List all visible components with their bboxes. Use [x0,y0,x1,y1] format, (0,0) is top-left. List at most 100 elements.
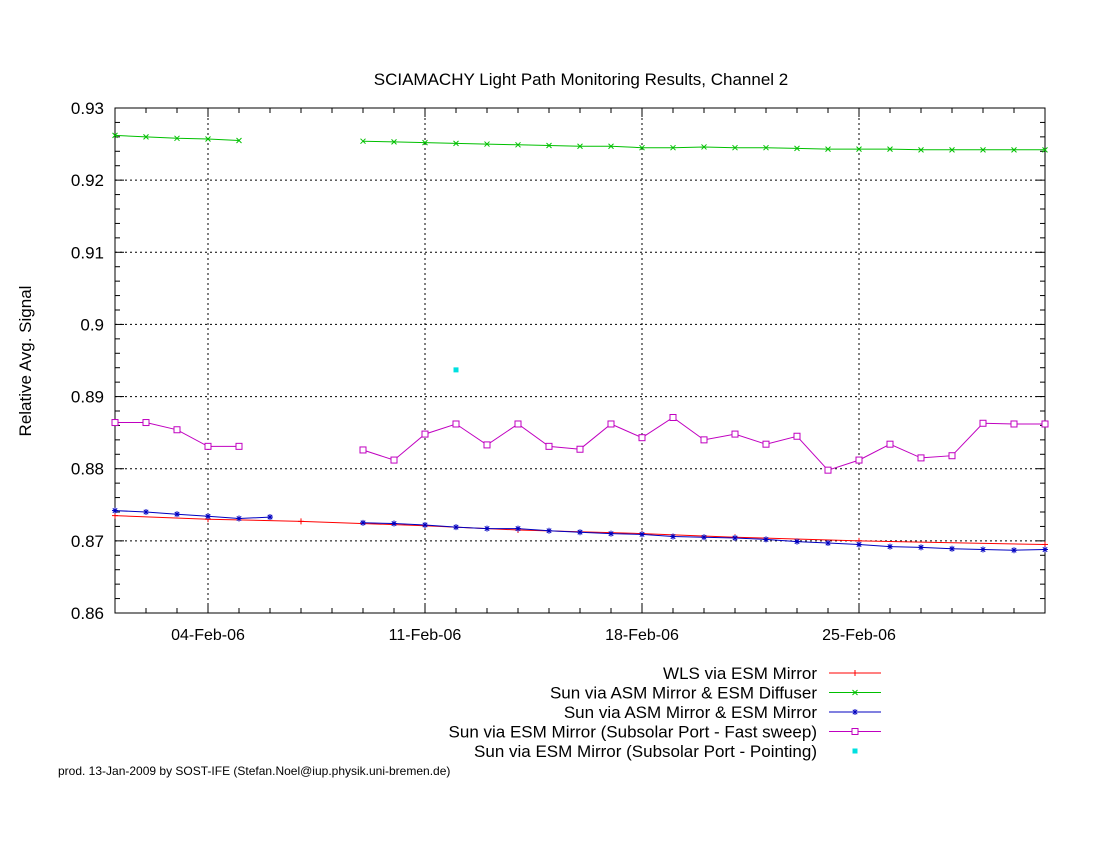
grid [115,108,1045,613]
y-tick-label: 0.93 [71,99,104,118]
data-point [422,139,428,146]
data-point [391,520,397,527]
data-point [793,432,801,440]
data-point [732,144,738,151]
data-point [1041,420,1049,428]
plot-frame [114,107,1046,614]
data-point [142,419,150,427]
data-point [514,420,522,428]
y-axis-label: Relative Avg. Signal [16,286,35,437]
data-point [205,136,211,142]
data-point [515,525,521,532]
series-line [114,510,271,520]
data-point [267,514,273,521]
data-point [577,143,583,150]
data-point [732,534,738,541]
data-point [980,546,986,553]
data-point [546,142,552,149]
legend-label: Sun via ESM Mirror (Subsolar Port - Fast… [449,723,817,742]
data-point [236,137,242,144]
footer-credit: prod. 13-Jan-2009 by SOST-IFE (Stefan.No… [58,764,451,778]
legend-label: Sun via ASM Mirror & ESM Diffuser [550,684,817,703]
data-point [607,420,615,428]
series-5 [453,367,459,373]
data-point [576,445,584,453]
data-point [670,533,676,540]
data-point [855,456,863,464]
data-point [421,430,429,438]
data-point [608,143,614,150]
data-point [1042,546,1048,553]
data-point [204,442,212,450]
data-point [701,144,707,150]
data-point [979,419,987,427]
series-line [362,140,1045,151]
data-point [453,524,459,531]
data-point [669,413,677,421]
y-tick-label: 0.9 [80,315,104,334]
data-point [794,538,800,545]
legend-marker [852,689,858,696]
data-point [359,446,367,454]
chart-title: SCIAMACHY Light Path Monitoring Results,… [374,70,789,89]
series-4 [111,413,1049,474]
data-point [825,540,831,547]
data-point [143,509,149,515]
data-point [763,536,769,543]
data-point [235,442,243,450]
data-point [670,144,676,151]
axis-ticks: 0.86 0.87 0.88 0.89 0.9 0.91 0.92 0.93 04-Feb-06… [71,99,1046,644]
legend-marker [852,670,858,676]
data-point [887,146,893,152]
legend-marker [852,748,858,754]
data-point [453,367,459,373]
data-point [1010,420,1018,428]
data-point [886,440,894,448]
data-point [546,527,552,534]
data-point [638,434,646,442]
data-point [143,134,149,140]
data-point [453,140,459,147]
data-point [856,146,862,152]
legend-label: Sun via ASM Mirror & ESM Mirror [564,703,817,722]
data-point [824,466,832,474]
series-line [362,416,1045,471]
x-tick-label: 11-Feb-06 [389,627,462,644]
data-point [856,541,862,548]
data-point [577,529,583,536]
y-tick-label: 0.91 [71,243,104,262]
data-point [980,146,986,153]
data-point [918,544,924,551]
data-point [391,139,397,145]
x-tick-label: 04-Feb-06 [171,627,245,644]
data-point [545,442,553,450]
data-point [173,426,181,434]
data-point [360,519,366,526]
data-point [1011,547,1017,554]
data-point [390,456,398,464]
legend-label: WLS via ESM Mirror [663,664,817,683]
data-point [112,512,118,519]
legend-marker [852,709,858,715]
series-layer [111,132,1049,554]
data-point [949,146,955,153]
x-tick-label: 18-Feb-06 [605,627,679,644]
data-point [484,141,490,147]
x-tick-label: 25-Feb-06 [822,627,896,644]
data-point [762,440,770,448]
y-tick-label: 0.89 [71,388,104,407]
y-tick-label: 0.92 [71,171,104,190]
data-point [112,507,118,514]
data-point [700,436,708,444]
data-point [701,534,707,541]
data-point [763,144,769,151]
data-point [484,525,490,532]
data-point [515,141,521,148]
data-point [112,132,118,139]
series-line [115,422,239,447]
data-point [639,144,645,151]
data-point [917,454,925,462]
data-point [452,420,460,428]
